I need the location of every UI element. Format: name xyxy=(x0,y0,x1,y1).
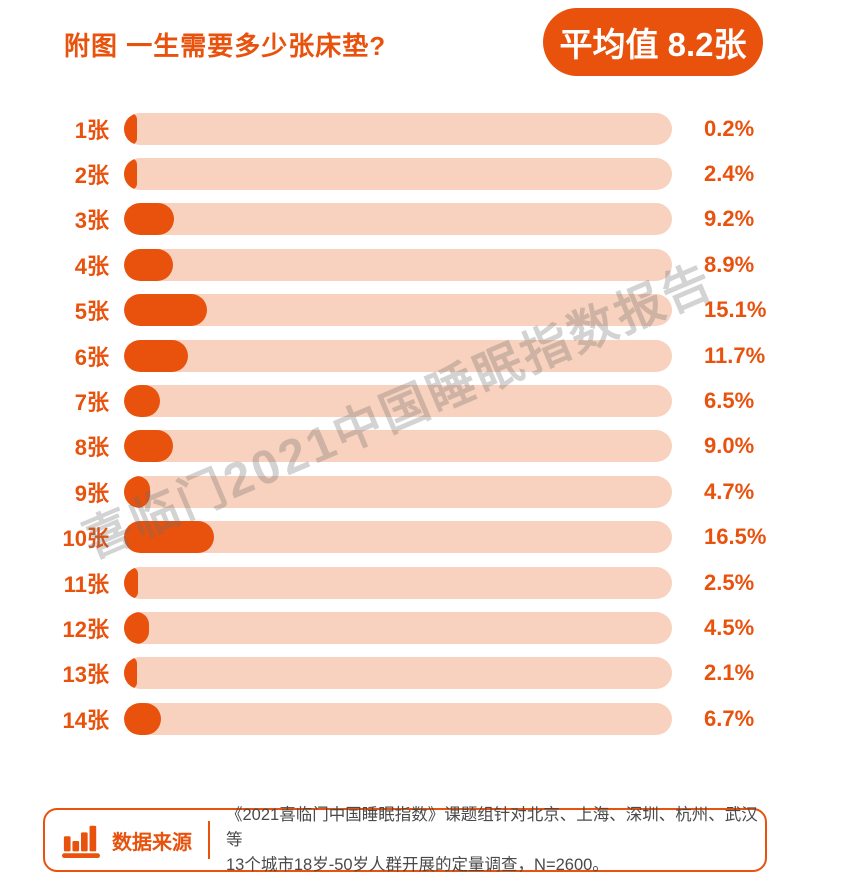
bar-row: 5张 15.1% xyxy=(0,288,850,333)
bar-chart-icon xyxy=(62,825,100,859)
bar-row: 13张 2.1% xyxy=(0,651,850,696)
bar-track xyxy=(124,158,672,191)
bar-row: 1张 0.2% xyxy=(0,106,850,151)
bar-track xyxy=(124,430,672,463)
bar-track xyxy=(124,294,672,327)
row-value: 4.7% xyxy=(704,478,755,504)
bar-track xyxy=(124,385,672,418)
bar-row: 8张 9.0% xyxy=(0,424,850,469)
bar-fill xyxy=(124,385,160,418)
bar-track xyxy=(124,339,672,372)
row-label: 1张 xyxy=(74,117,109,143)
data-source-label: 数据来源 xyxy=(112,831,192,854)
data-source-box: 数据来源 《2021喜临门中国睡眠指数》课题组针对北京、上海、深圳、杭州、武汉等… xyxy=(43,806,767,874)
row-label: 8张 xyxy=(74,435,109,461)
bar-row: 3张 9.2% xyxy=(0,197,850,242)
row-label: 14张 xyxy=(62,707,109,733)
row-value: 16.5% xyxy=(704,524,767,550)
row-value: 6.7% xyxy=(704,705,755,731)
bar-chart: 1张 0.2% 2张 2.4% 3张 9.2% 4张 8.9% 5张 15.1% 6张 11.7% 7张… xyxy=(0,106,850,741)
row-value: 4.5% xyxy=(704,614,755,640)
bar-row: 14张 6.7% xyxy=(0,696,850,741)
data-source-description: 《2021喜临门中国睡眠指数》课题组针对北京、上海、深圳、杭州、武汉等 13个城… xyxy=(226,803,765,878)
bar-row: 11张 2.5% xyxy=(0,560,850,605)
bar-track xyxy=(124,521,672,554)
row-value: 9.0% xyxy=(704,433,755,459)
bar-track xyxy=(124,112,672,145)
row-value: 8.9% xyxy=(704,251,755,277)
bar-fill xyxy=(124,702,161,735)
bar-row: 9张 4.7% xyxy=(0,469,850,514)
data-source-line-1: 《2021喜临门中国睡眠指数》课题组针对北京、上海、深圳、杭州、武汉等 xyxy=(226,805,758,849)
row-value: 15.1% xyxy=(704,297,767,323)
bar-row: 6张 11.7% xyxy=(0,333,850,378)
bar-track xyxy=(124,566,672,599)
row-value: 2.1% xyxy=(704,660,755,686)
bar-fill xyxy=(124,611,149,644)
average-value-label: 平均值 8.2张 xyxy=(559,26,747,63)
bar-fill xyxy=(124,566,138,599)
bar-row: 4张 8.9% xyxy=(0,242,850,287)
bar-fill xyxy=(124,475,150,508)
row-label: 4张 xyxy=(74,253,109,279)
bar-row: 7张 6.5% xyxy=(0,378,850,423)
bar-row: 12张 4.5% xyxy=(0,605,850,650)
bar-fill xyxy=(124,430,174,463)
bar-track xyxy=(124,248,672,281)
row-label: 3张 xyxy=(74,208,109,234)
bar-fill xyxy=(124,112,137,145)
row-label: 5张 xyxy=(74,299,109,325)
row-label: 9张 xyxy=(74,480,109,506)
page-title: 附图 一生需要多少张床垫? xyxy=(64,31,387,61)
footer-divider xyxy=(208,821,210,859)
bar-track xyxy=(124,203,672,236)
bar-fill xyxy=(124,158,138,191)
row-label: 12张 xyxy=(62,616,109,642)
bar-fill xyxy=(124,657,137,690)
bar-fill xyxy=(124,203,175,236)
bar-track xyxy=(124,611,672,644)
row-value: 9.2% xyxy=(704,206,755,232)
row-label: 7张 xyxy=(74,390,109,416)
row-value: 2.5% xyxy=(704,569,755,595)
row-value: 6.5% xyxy=(704,388,755,414)
bar-fill xyxy=(124,521,215,554)
bar-track xyxy=(124,475,672,508)
bar-track xyxy=(124,702,672,735)
data-source-line-2: 13个城市18岁-50岁人群开展的定量调查，N=2600。 xyxy=(226,855,609,874)
bar-fill xyxy=(124,248,173,281)
bar-row: 2张 2.4% xyxy=(0,151,850,196)
row-label: 6张 xyxy=(74,344,109,370)
row-value: 11.7% xyxy=(704,342,766,368)
row-label: 11张 xyxy=(63,571,109,597)
row-label: 10张 xyxy=(62,526,109,552)
row-label: 2张 xyxy=(74,163,109,189)
bar-fill xyxy=(124,294,207,327)
row-label: 13张 xyxy=(62,662,109,688)
bar-fill xyxy=(124,339,189,372)
bar-track xyxy=(124,657,672,690)
average-value-badge: 平均值 8.2张 xyxy=(543,8,763,76)
bar-row: 10张 16.5% xyxy=(0,515,850,560)
row-value: 0.2% xyxy=(704,115,755,141)
row-value: 2.4% xyxy=(704,161,755,187)
